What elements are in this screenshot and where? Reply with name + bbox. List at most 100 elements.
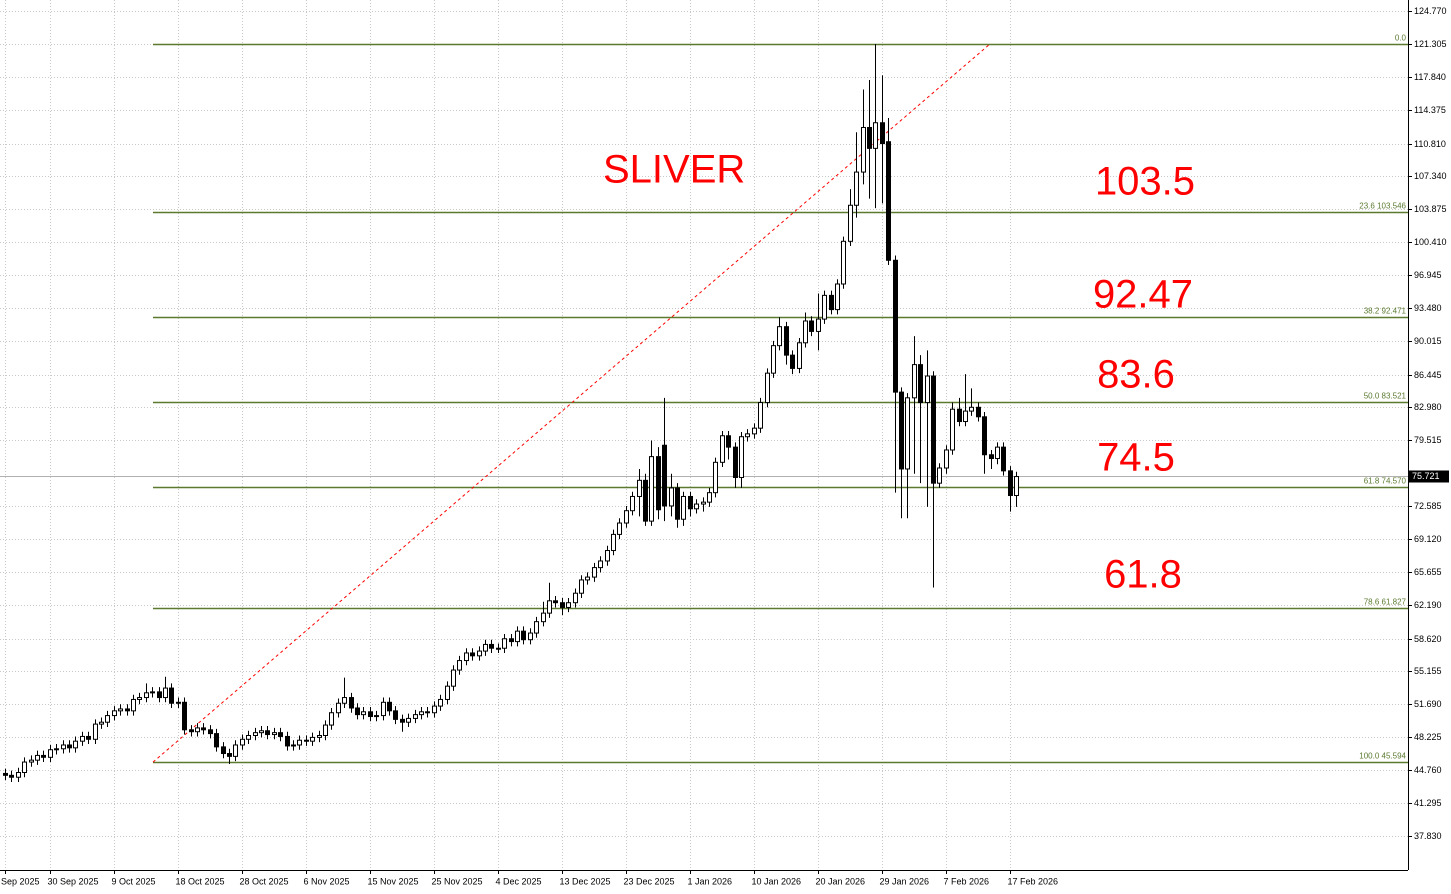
candle-body <box>438 698 443 707</box>
candle-body <box>745 433 750 438</box>
candle-body <box>521 630 526 641</box>
candle-body <box>176 701 181 704</box>
candle-body <box>157 691 162 699</box>
candle-body <box>637 479 642 497</box>
candle-body <box>899 391 904 470</box>
candle-body <box>361 711 366 716</box>
x-tick-label: 13 Dec 2025 <box>560 876 611 886</box>
candle-body <box>982 416 987 456</box>
y-tick-label: 79.515 <box>1414 435 1442 445</box>
fib-level-label: 78.6 61.827 <box>1364 598 1407 607</box>
candle-body <box>867 126 872 149</box>
candle-body <box>73 740 78 749</box>
candle-body <box>393 710 398 720</box>
x-tick-label: 6 Nov 2025 <box>304 876 350 886</box>
candle-body <box>189 729 194 733</box>
y-tick-label: 90.015 <box>1414 336 1442 346</box>
candle-body <box>989 454 994 460</box>
candle-body <box>457 660 462 671</box>
candle-body <box>739 436 744 478</box>
candle-body <box>662 444 667 507</box>
x-tick-label: 7 Feb 2026 <box>944 876 990 886</box>
candle-body <box>880 122 885 145</box>
candle-body <box>48 749 53 758</box>
candle-body <box>1008 470 1013 497</box>
candle-body <box>937 467 942 484</box>
candle-body <box>297 739 302 746</box>
candle-body <box>976 406 981 418</box>
candle-body <box>221 746 226 755</box>
candle-body <box>765 372 770 404</box>
candle-body <box>41 754 46 758</box>
candle-body <box>374 715 379 718</box>
candle-body <box>873 122 878 149</box>
x-tick-label: 30 Sep 2025 <box>48 876 99 886</box>
y-tick-label: 107.340 <box>1414 171 1447 181</box>
fib-level-label: 0.0 <box>1395 34 1407 43</box>
candle-body <box>144 692 149 699</box>
grid <box>0 0 1408 870</box>
candle-body <box>201 727 206 731</box>
candle-body <box>790 354 795 369</box>
candle-body <box>566 602 571 608</box>
candle-body <box>944 449 949 469</box>
y-tick-label: 96.945 <box>1414 270 1442 280</box>
candle-body <box>131 698 136 712</box>
y-tick-label: 44.760 <box>1414 765 1442 775</box>
candle-body <box>214 733 219 748</box>
candle-body <box>694 503 699 510</box>
candle-body <box>272 732 277 736</box>
candle-body <box>29 759 34 763</box>
candle-body <box>432 705 437 714</box>
candle-body <box>265 730 270 736</box>
candle-body <box>182 701 187 731</box>
fib-trend-line <box>152 43 991 763</box>
current-price-box <box>1409 470 1449 483</box>
candle-body <box>861 126 866 173</box>
candle-body <box>931 375 936 484</box>
candle-body <box>822 294 827 320</box>
y-tick-label: 93.480 <box>1414 303 1442 313</box>
candle-body <box>726 435 731 448</box>
candle-body <box>784 326 789 356</box>
candle-body <box>323 724 328 736</box>
candle-body <box>387 701 392 712</box>
candle-body <box>688 495 693 510</box>
candle-body <box>681 495 686 520</box>
candle-body <box>950 408 955 451</box>
candle-body <box>752 427 757 435</box>
annotation: 92.47 <box>1093 273 1193 317</box>
candle-body <box>502 638 507 649</box>
x-tick-label: 10 Jan 2026 <box>752 876 802 886</box>
candle-body <box>61 744 66 750</box>
candle-body <box>413 714 418 719</box>
candle-body <box>649 456 654 522</box>
x-tick-label: 29 Jan 2026 <box>880 876 930 886</box>
fib-level-label: 38.2 92.471 <box>1364 307 1407 316</box>
candle-body <box>809 320 814 332</box>
candle-body <box>16 771 21 778</box>
fib-level-label: 50.0 83.521 <box>1364 392 1407 401</box>
candle-body <box>707 492 712 503</box>
candle-body <box>963 410 968 423</box>
candle-body <box>547 600 552 614</box>
y-tick-label: 121.305 <box>1414 39 1447 49</box>
candle-body <box>598 560 603 569</box>
candle-body <box>605 550 610 562</box>
candle-body <box>445 685 450 700</box>
candle-body <box>381 701 386 717</box>
candle-body <box>534 621 539 634</box>
candle-body <box>35 754 40 761</box>
candle-body <box>585 576 590 581</box>
y-tick-label: 124.770 <box>1414 6 1447 16</box>
annotations: SLIVER 103.5 92.47 83.6 74.5 61.8 <box>603 148 1195 597</box>
candle-body <box>246 734 251 740</box>
candle-body <box>253 732 258 736</box>
candle-body <box>918 364 923 404</box>
candle-body <box>733 446 738 478</box>
candle-body <box>150 691 155 694</box>
candle-body <box>957 408 962 423</box>
y-tick-label: 114.375 <box>1414 105 1446 115</box>
candle-body <box>112 710 117 717</box>
candle-body <box>995 446 1000 460</box>
